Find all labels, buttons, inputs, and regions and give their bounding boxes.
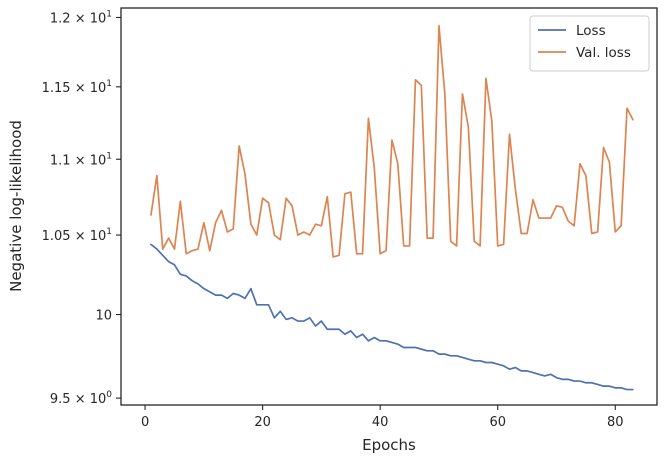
y-tick-label: 1.15 × 101: [42, 79, 112, 96]
series-line-loss: [150, 243, 634, 391]
series-layer: [150, 24, 634, 391]
y-tick-label: 9.5 × 100: [50, 390, 112, 407]
x-tick-label: 20: [254, 415, 271, 430]
plot-frame: [120, 7, 658, 406]
y-tick-label: 1.1 × 101: [50, 151, 112, 168]
x-tick-label: 40: [372, 415, 389, 430]
x-axis-label: Epochs: [362, 436, 416, 454]
x-tick-label: 60: [489, 415, 506, 430]
series-line-val-loss: [150, 24, 634, 258]
y-axis-label: Negative log-likelihood: [7, 120, 25, 292]
y-axis: 9.5 × 100 10​ 1.05 × 101 1.1 × 101 1.15 × 10…: [42, 9, 121, 407]
legend-label: Val. loss: [576, 45, 631, 61]
x-axis: 0 20 40 60 80: [141, 405, 624, 430]
y-tick-label: 1.2 × 101: [50, 9, 112, 26]
x-tick-label: 80: [607, 415, 624, 430]
legend-label: Loss: [576, 23, 606, 39]
y-tick-label: 1.05 × 101: [42, 227, 112, 244]
y-tick-label: 10​: [95, 309, 112, 324]
legend: Loss Val. loss: [529, 15, 650, 72]
x-tick-label: 0: [141, 415, 149, 430]
